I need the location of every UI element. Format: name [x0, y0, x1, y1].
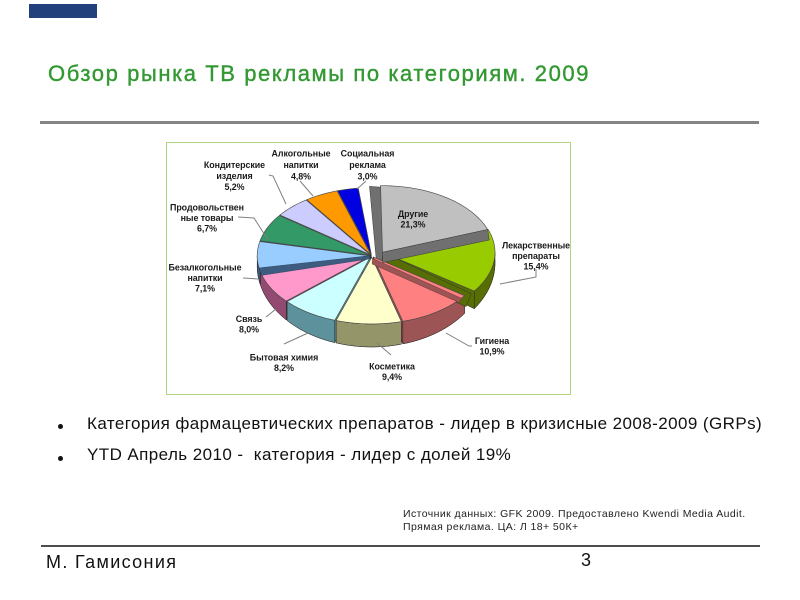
- svg-text:напитки: напитки: [283, 160, 318, 170]
- svg-text:Кондитерские: Кондитерские: [204, 160, 265, 170]
- svg-text:5,2%: 5,2%: [224, 182, 244, 192]
- svg-text:15,4%: 15,4%: [524, 262, 549, 272]
- svg-text:4,8%: 4,8%: [291, 172, 311, 182]
- svg-text:Социальная: Социальная: [341, 149, 395, 159]
- svg-text:6,7%: 6,7%: [197, 224, 217, 234]
- svg-text:Продовольствен: Продовольствен: [170, 203, 244, 213]
- svg-text:реклама: реклама: [349, 160, 386, 170]
- svg-text:Лекарственные: Лекарственные: [502, 241, 570, 251]
- svg-text:21,3%: 21,3%: [401, 220, 426, 230]
- svg-text:ные товары: ные товары: [181, 213, 234, 223]
- svg-text:Косметика: Косметика: [369, 362, 415, 372]
- svg-text:8,2%: 8,2%: [274, 363, 294, 373]
- svg-text:9,4%: 9,4%: [382, 372, 402, 382]
- svg-text:напитки: напитки: [187, 273, 222, 283]
- svg-text:3,0%: 3,0%: [357, 172, 377, 182]
- svg-text:Другие: Другие: [398, 209, 428, 219]
- svg-text:препараты: препараты: [512, 251, 560, 261]
- svg-text:8,0%: 8,0%: [239, 325, 259, 335]
- svg-text:Безалкогольные: Безалкогольные: [169, 263, 242, 273]
- svg-text:10,9%: 10,9%: [480, 347, 505, 357]
- svg-text:Алкогольные: Алкогольные: [272, 149, 331, 159]
- svg-text:7,1%: 7,1%: [195, 284, 215, 294]
- svg-text:Гигиена: Гигиена: [475, 336, 509, 346]
- svg-text:изделия: изделия: [216, 171, 252, 181]
- svg-text:Связь: Связь: [236, 314, 263, 324]
- svg-text:Бытовая химия: Бытовая химия: [250, 353, 318, 363]
